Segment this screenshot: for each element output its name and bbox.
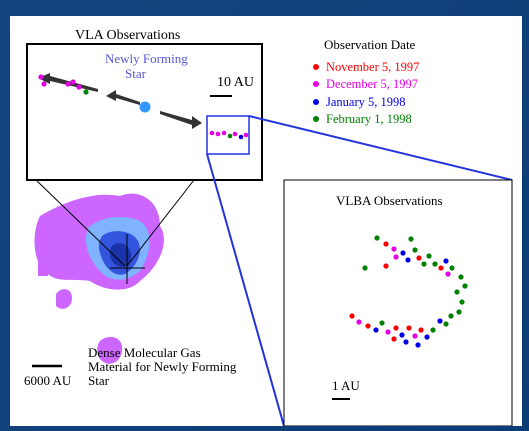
vla-point bbox=[70, 79, 76, 85]
vlba-point bbox=[393, 325, 399, 331]
vlba-scale-label: 1 AU bbox=[332, 378, 360, 393]
gas-label-line3: Star bbox=[88, 373, 110, 388]
vlba-point bbox=[349, 313, 355, 319]
vlba-point bbox=[393, 254, 399, 260]
vla-point bbox=[38, 74, 44, 80]
vlba-point bbox=[399, 332, 405, 338]
gas-label-line1: Dense Molecular Gas bbox=[88, 345, 201, 360]
contour-core bbox=[110, 243, 132, 267]
vlba-point bbox=[415, 342, 421, 348]
vla-points-right bbox=[209, 130, 249, 140]
vlba-point bbox=[383, 263, 389, 269]
vla-point bbox=[65, 81, 71, 87]
legend: Observation Date November 5, 1997 Decemb… bbox=[313, 37, 419, 126]
vlba-point bbox=[437, 318, 443, 324]
star-label-line2: Star bbox=[125, 66, 147, 81]
legend-label-3: February 1, 1998 bbox=[326, 112, 412, 126]
vlba-point bbox=[448, 313, 454, 319]
vlba-point bbox=[454, 289, 460, 295]
legend-label-0: November 5, 1997 bbox=[326, 60, 419, 74]
vlba-point bbox=[443, 321, 449, 327]
vlba-point bbox=[403, 339, 409, 345]
vla-point bbox=[209, 130, 215, 136]
vlba-point bbox=[373, 327, 379, 333]
vlba-point bbox=[456, 309, 462, 315]
vlba-point bbox=[421, 261, 427, 267]
vla-zoom-box bbox=[206, 115, 250, 155]
legend-label-2: January 5, 1998 bbox=[326, 95, 406, 109]
vlba-point bbox=[445, 271, 451, 277]
vla-point bbox=[76, 84, 82, 90]
contour-blob-small bbox=[56, 289, 72, 309]
gas-contour-map bbox=[34, 193, 164, 364]
vlba-point bbox=[356, 319, 362, 325]
vla-scale-label: 10 AU bbox=[217, 75, 254, 90]
vlba-point bbox=[438, 265, 444, 271]
vlba-point bbox=[379, 320, 385, 326]
legend-marker-0 bbox=[313, 64, 319, 70]
contour-blob-left bbox=[38, 226, 48, 276]
vlba-point bbox=[462, 283, 468, 289]
vlba-point bbox=[391, 246, 397, 252]
vlba-point bbox=[416, 255, 422, 261]
vlba-point bbox=[400, 250, 406, 256]
legend-title: Observation Date bbox=[324, 37, 416, 52]
vla-point bbox=[221, 130, 227, 136]
zoom-line-right bbox=[126, 179, 195, 267]
vla-point bbox=[83, 89, 89, 95]
vlba-point bbox=[383, 241, 389, 247]
vlba-point bbox=[408, 236, 414, 242]
star-marker bbox=[139, 101, 151, 113]
vlba-point bbox=[432, 261, 438, 267]
contour-blob-bottom bbox=[97, 336, 123, 364]
vlba-title: VLBA Observations bbox=[336, 193, 443, 208]
legend-marker-3 bbox=[313, 116, 319, 122]
vlba-point bbox=[406, 325, 412, 331]
vlba-points bbox=[349, 235, 468, 348]
vlba-point bbox=[374, 235, 380, 241]
vlba-zoom-line-bottom bbox=[206, 153, 285, 426]
vlba-point bbox=[412, 247, 418, 253]
vlba-point bbox=[362, 265, 368, 271]
vla-point bbox=[238, 134, 244, 140]
vlba-point bbox=[412, 333, 418, 339]
vlba-point bbox=[418, 327, 424, 333]
vla-title: VLA Observations bbox=[75, 28, 180, 43]
vlba-point bbox=[426, 253, 432, 259]
star-label-line1: Newly Forming bbox=[105, 51, 188, 66]
vlba-point bbox=[385, 329, 391, 335]
vlba-zoom-line-top bbox=[248, 115, 513, 181]
legend-marker-1 bbox=[313, 81, 319, 87]
vlba-point bbox=[424, 334, 430, 340]
vlba-box bbox=[283, 179, 513, 426]
vlba-point bbox=[365, 323, 371, 329]
gas-scale-label: 6000 AU bbox=[24, 373, 72, 388]
vla-point bbox=[243, 132, 249, 138]
legend-label-1: December 5, 1997 bbox=[326, 77, 418, 91]
zoom-line-left bbox=[35, 179, 126, 267]
vla-point bbox=[227, 133, 233, 139]
vla-point bbox=[232, 131, 238, 137]
vlba-point bbox=[443, 258, 449, 264]
vla-points-left bbox=[38, 74, 89, 95]
vlba-point bbox=[430, 327, 436, 333]
vlba-point bbox=[405, 257, 411, 263]
vlba-point bbox=[458, 274, 464, 280]
vlba-point bbox=[459, 299, 465, 305]
vlba-point bbox=[449, 265, 455, 271]
legend-marker-2 bbox=[313, 99, 319, 105]
arrow-mid bbox=[106, 90, 140, 105]
arrow-right bbox=[160, 111, 202, 129]
gas-label-line2: Material for Newly Forming bbox=[88, 359, 237, 374]
figure-panel: VLA Observations Newly Forming Star 10 A… bbox=[10, 16, 522, 426]
observation-figure: VLA Observations Newly Forming Star 10 A… bbox=[24, 28, 513, 426]
vla-point bbox=[215, 131, 221, 137]
vlba-point bbox=[391, 336, 397, 342]
vla-point bbox=[41, 81, 47, 87]
